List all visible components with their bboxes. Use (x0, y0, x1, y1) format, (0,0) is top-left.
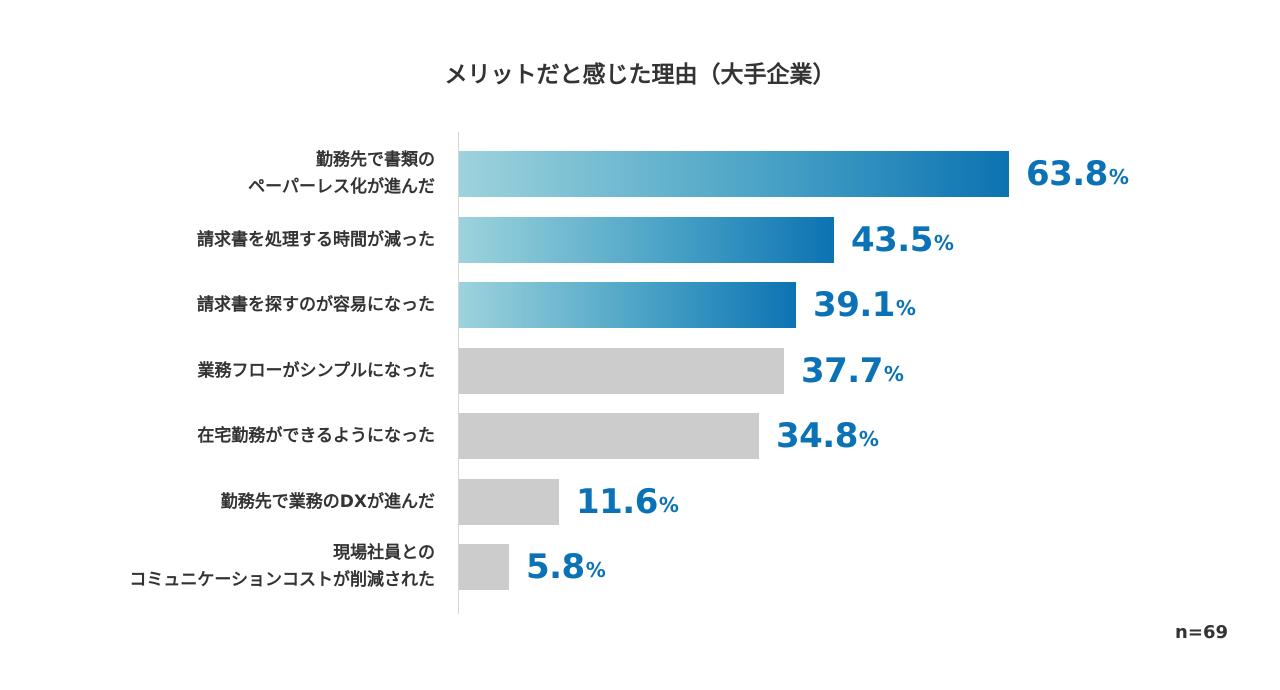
category-label-line: 現場社員との (333, 543, 435, 563)
value-label: 34.8% (776, 413, 879, 459)
category-label-line: ペーパーレス化が進んだ (248, 177, 435, 197)
bar (459, 413, 759, 459)
bar (459, 348, 784, 394)
y-axis-line (458, 132, 459, 614)
category-label: 請求書を処理する時間が減った (15, 209, 435, 271)
bar (459, 479, 559, 525)
category-label-line: 勤務先で書類の (316, 150, 435, 170)
category-label-line: 請求書を探すのが容易になった (197, 294, 435, 315)
category-label: 現場社員とのコミュニケーションコストが削減された (15, 536, 435, 598)
category-label-line: 勤務先で業務のDXが進んだ (220, 491, 435, 512)
value-unit: % (1108, 165, 1129, 189)
value-label: 43.5% (851, 217, 954, 263)
value-unit: % (895, 296, 916, 320)
value-label: 37.7% (801, 348, 904, 394)
value-number: 34.8 (775, 416, 858, 456)
category-label: 在宅勤務ができるようになった (15, 405, 435, 467)
bar (459, 282, 797, 328)
category-label-line: 在宅勤務ができるようになった (197, 425, 435, 446)
sample-size-note: n=69 (1175, 622, 1228, 643)
bar (459, 544, 509, 590)
category-label: 請求書を探すのが容易になった (15, 274, 435, 336)
value-label: 5.8% (526, 544, 606, 590)
value-unit: % (883, 362, 904, 386)
value-number: 43.5 (850, 220, 933, 260)
category-label-line: 請求書を処理する時間が減った (197, 229, 435, 250)
value-label: 63.8% (1026, 151, 1129, 197)
value-label: 11.6% (576, 479, 679, 525)
category-label-line: 業務フローがシンプルになった (197, 360, 436, 381)
value-unit: % (933, 231, 954, 255)
value-number: 63.8 (1025, 154, 1108, 194)
category-label: 業務フローがシンプルになった (15, 340, 436, 402)
value-number: 37.7 (800, 351, 883, 391)
value-unit: % (658, 493, 679, 517)
value-number: 11.6 (575, 482, 658, 522)
value-unit: % (858, 427, 879, 451)
value-label: 39.1% (813, 282, 916, 328)
category-label-line: コミュニケーションコストが削減された (129, 570, 435, 590)
chart-title: メリットだと感じた理由（大手企業） (444, 62, 836, 88)
bar (459, 217, 834, 263)
bar (459, 151, 1009, 197)
category-label: 勤務先で業務のDXが進んだ (15, 471, 435, 533)
value-unit: % (585, 558, 606, 582)
value-number: 39.1 (813, 285, 895, 325)
category-label: 勤務先で書類のペーパーレス化が進んだ (15, 143, 435, 205)
value-number: 5.8 (525, 547, 585, 587)
